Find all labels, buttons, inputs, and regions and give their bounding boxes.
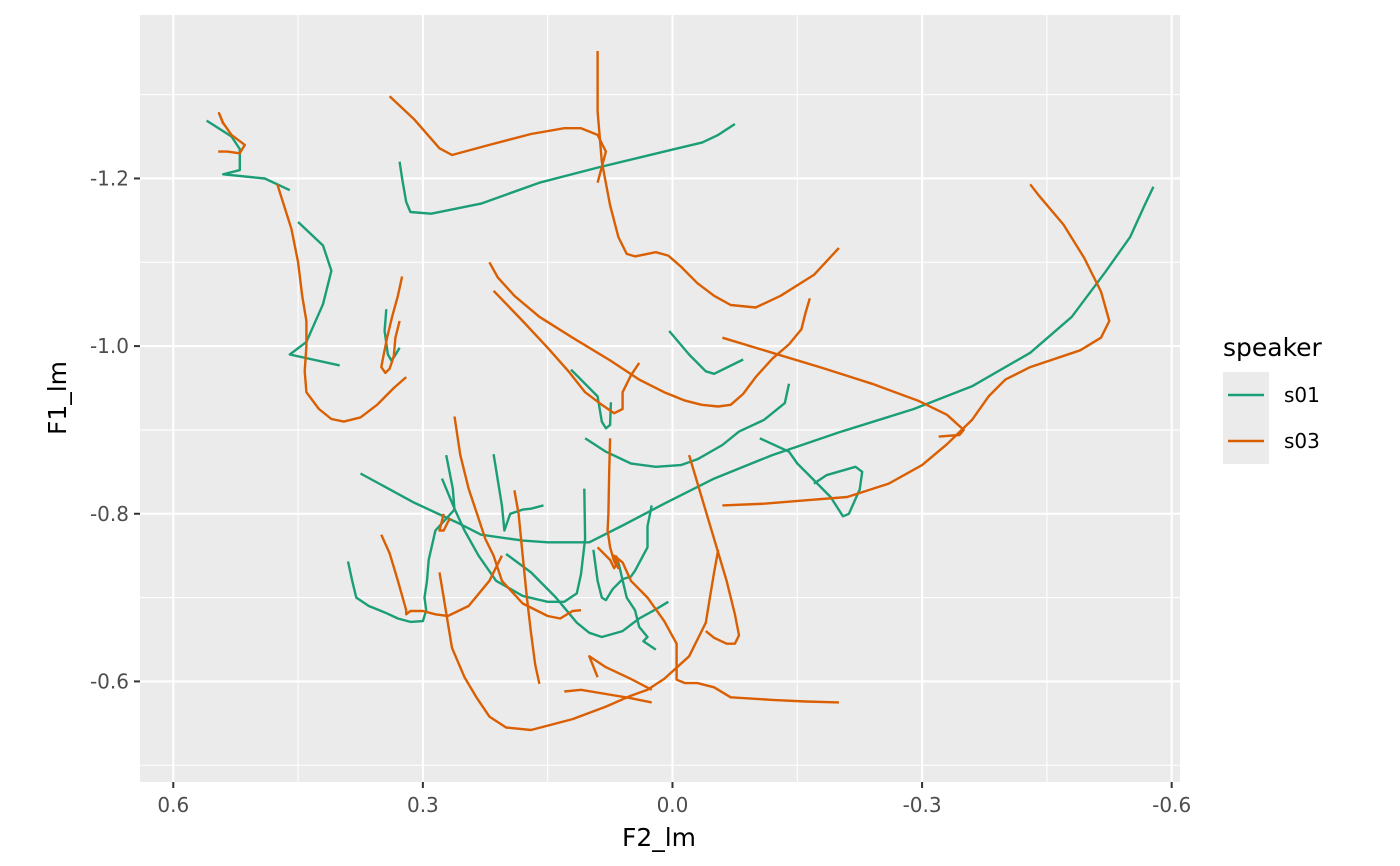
trajectory-line-s03 bbox=[438, 549, 720, 732]
y-tick-label: -1.2 bbox=[90, 166, 129, 190]
trajectory-line-s03 bbox=[438, 513, 452, 532]
trajectory-line-s03 bbox=[513, 490, 541, 685]
series-s03 bbox=[217, 51, 1111, 732]
legend-label: s01 bbox=[1284, 383, 1320, 407]
trajectory-line-s01 bbox=[288, 221, 340, 367]
y-axis-title: F1_lm bbox=[43, 361, 72, 435]
axes: 0.6 0.3 0.0 -0.3 -0.6 -1.2 -1.0 -0.8 -0.6 bbox=[90, 166, 1191, 817]
legend-item-s01: s01 bbox=[1223, 372, 1320, 418]
x-tick-label: 0.0 bbox=[657, 793, 689, 817]
data-layer bbox=[205, 51, 1155, 732]
x-tick-label: 0.3 bbox=[407, 793, 439, 817]
trajectory-line-s03 bbox=[596, 51, 840, 309]
trajectory-line-s03 bbox=[217, 111, 247, 155]
trajectory-line-s03 bbox=[488, 261, 811, 408]
trajectory-line-s01 bbox=[492, 454, 544, 532]
panel-background bbox=[140, 15, 1180, 782]
x-tick-label: 0.6 bbox=[157, 793, 189, 817]
y-tick-label: -0.8 bbox=[90, 502, 129, 526]
trajectory-line-s03 bbox=[564, 688, 652, 704]
trajectory-line-s01 bbox=[759, 437, 864, 518]
x-axis-title: F2_lm bbox=[622, 823, 696, 852]
trajectory-line-s01 bbox=[359, 186, 1155, 544]
legend-label: s03 bbox=[1284, 429, 1320, 453]
trajectory-line-s03 bbox=[276, 183, 407, 423]
trajectory-line-s03 bbox=[380, 534, 503, 618]
x-tick-label: -0.3 bbox=[903, 793, 942, 817]
trajectory-line-s01 bbox=[398, 122, 736, 215]
trajectory-line-s03 bbox=[596, 546, 620, 570]
legend-item-s03: s03 bbox=[1223, 418, 1320, 464]
series-s01 bbox=[205, 119, 1155, 651]
trajectory-line-s01 bbox=[346, 454, 456, 624]
trajectory-line-s03 bbox=[380, 276, 404, 375]
legend: speaker s01 s03 bbox=[1223, 333, 1323, 464]
trajectory-line-s03 bbox=[492, 289, 641, 415]
trajectory-line-s03 bbox=[588, 655, 653, 691]
x-tick-label: -0.6 bbox=[1152, 793, 1191, 817]
trajectory-line-s01 bbox=[505, 553, 669, 639]
y-tick-label: -0.6 bbox=[90, 669, 129, 693]
y-tick-label: -1.0 bbox=[90, 334, 129, 358]
trajectory-line-s01 bbox=[668, 330, 744, 375]
trajectory-line-s03 bbox=[606, 438, 839, 704]
trajectory-line-s03 bbox=[687, 454, 741, 645]
legend-title: speaker bbox=[1223, 333, 1323, 362]
trajectory-line-s03 bbox=[722, 336, 965, 438]
trajectory-line-s01 bbox=[205, 119, 291, 192]
trajectory-line-s01 bbox=[584, 383, 791, 468]
trajectory-line-s01 bbox=[617, 562, 657, 651]
trajectory-line-s01 bbox=[440, 478, 587, 603]
trajectory-line-s01 bbox=[570, 368, 613, 430]
trajectory-line-s03 bbox=[722, 183, 1111, 507]
trajectory-line-s03 bbox=[453, 416, 582, 620]
trajectory-line-s01 bbox=[383, 309, 401, 362]
